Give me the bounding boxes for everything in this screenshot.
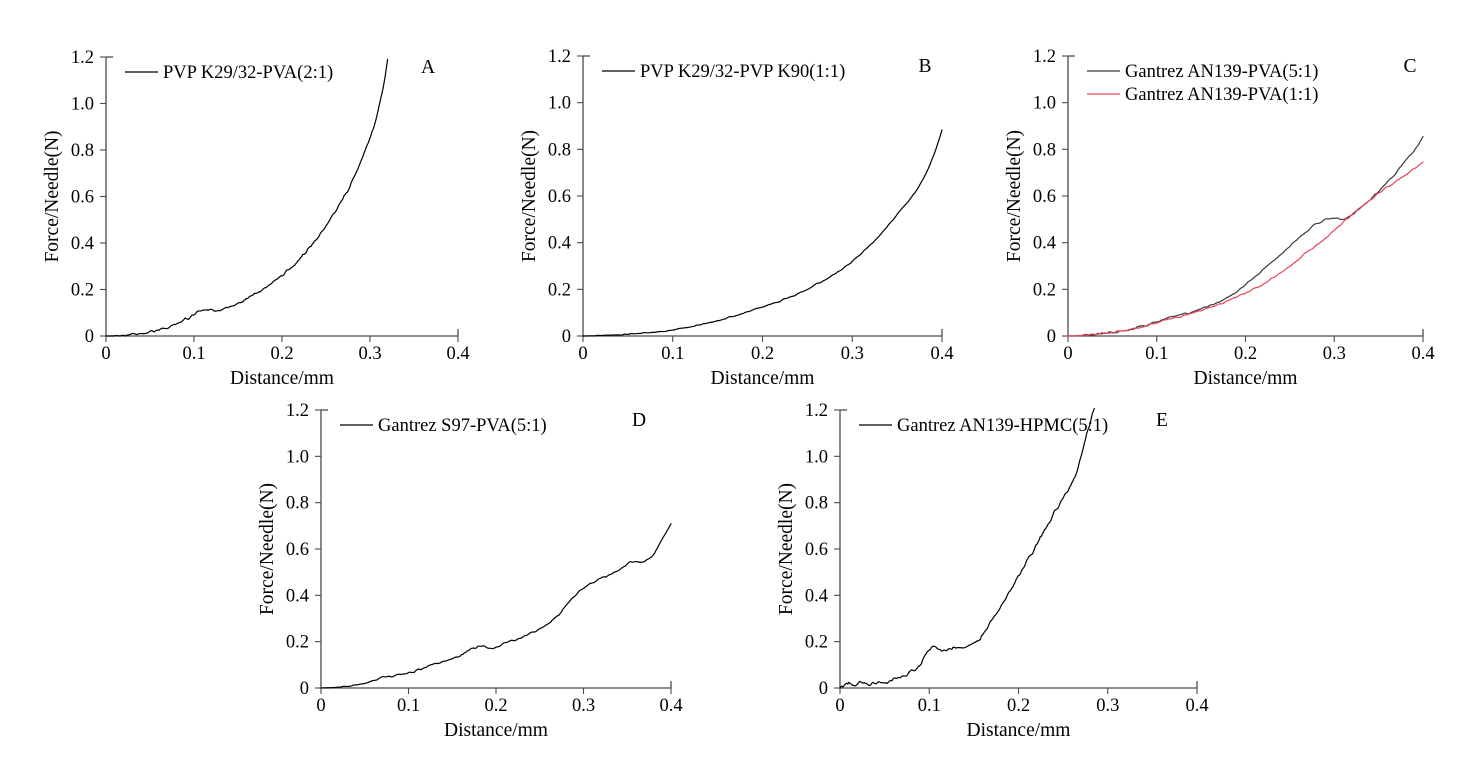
svg-text:1.2: 1.2 — [548, 47, 571, 67]
svg-text:Gantrez S97-PVA(5:1): Gantrez S97-PVA(5:1) — [378, 416, 547, 436]
svg-text:Force/Needle(N): Force/Needle(N) — [776, 483, 797, 615]
svg-text:0.8: 0.8 — [71, 141, 94, 161]
svg-text:Gantrez AN139-PVA(1:1): Gantrez AN139-PVA(1:1) — [1125, 85, 1318, 105]
svg-text:0.6: 0.6 — [805, 540, 828, 560]
svg-text:0.2: 0.2 — [484, 696, 507, 716]
svg-text:1.0: 1.0 — [286, 447, 309, 467]
svg-text:E: E — [1156, 410, 1168, 431]
svg-text:A: A — [421, 57, 435, 78]
svg-text:0.2: 0.2 — [71, 281, 94, 301]
svg-text:Force/Needle(N): Force/Needle(N) — [257, 483, 278, 615]
svg-text:0.8: 0.8 — [548, 140, 571, 160]
svg-text:0.1: 0.1 — [661, 344, 684, 364]
svg-text:0.6: 0.6 — [71, 188, 94, 208]
svg-text:0.3: 0.3 — [1323, 344, 1346, 364]
svg-text:0.2: 0.2 — [548, 280, 571, 300]
svg-text:0.1: 0.1 — [1145, 344, 1168, 364]
svg-text:Force/Needle(N): Force/Needle(N) — [519, 130, 540, 262]
svg-text:0.3: 0.3 — [1096, 696, 1119, 716]
svg-text:0: 0 — [300, 679, 309, 699]
svg-text:0.1: 0.1 — [397, 696, 420, 716]
svg-text:0.2: 0.2 — [270, 344, 293, 364]
svg-text:Force/Needle(N): Force/Needle(N) — [42, 130, 63, 262]
svg-text:0.4: 0.4 — [659, 696, 682, 716]
svg-text:Distance/mm: Distance/mm — [711, 368, 815, 389]
svg-text:0.2: 0.2 — [1007, 696, 1030, 716]
svg-text:1.0: 1.0 — [1033, 94, 1056, 114]
svg-text:0.4: 0.4 — [1185, 696, 1208, 716]
svg-text:0.4: 0.4 — [805, 586, 828, 606]
svg-text:0.1: 0.1 — [182, 344, 205, 364]
svg-text:PVP K29/32-PVA(2:1): PVP K29/32-PVA(2:1) — [163, 63, 333, 83]
svg-text:0.2: 0.2 — [1033, 280, 1056, 300]
svg-text:0: 0 — [578, 344, 587, 364]
svg-text:0.4: 0.4 — [930, 344, 953, 364]
svg-text:0.8: 0.8 — [805, 494, 828, 514]
svg-text:0.3: 0.3 — [358, 344, 381, 364]
svg-text:0.4: 0.4 — [1411, 344, 1434, 364]
svg-text:0.4: 0.4 — [446, 344, 469, 364]
svg-text:C: C — [1403, 56, 1416, 77]
svg-text:1.2: 1.2 — [1033, 47, 1056, 67]
svg-text:0: 0 — [1063, 344, 1072, 364]
svg-text:B: B — [918, 56, 931, 77]
svg-text:1.0: 1.0 — [548, 94, 571, 114]
svg-text:Distance/mm: Distance/mm — [230, 368, 334, 389]
svg-text:0.4: 0.4 — [1033, 234, 1056, 254]
svg-text:Distance/mm: Distance/mm — [1194, 368, 1298, 389]
svg-text:PVP K29/32-PVP K90(1:1): PVP K29/32-PVP K90(1:1) — [640, 62, 845, 82]
svg-text:1.2: 1.2 — [286, 401, 309, 421]
svg-text:Distance/mm: Distance/mm — [967, 720, 1071, 741]
svg-text:0: 0 — [316, 696, 325, 716]
svg-text:1.2: 1.2 — [71, 48, 94, 68]
svg-text:0.2: 0.2 — [805, 633, 828, 653]
svg-text:0.2: 0.2 — [286, 633, 309, 653]
svg-text:Distance/mm: Distance/mm — [444, 720, 548, 741]
svg-text:0.1: 0.1 — [918, 696, 941, 716]
svg-text:0: 0 — [562, 327, 571, 347]
svg-text:Gantrez AN139-HPMC(5:1): Gantrez AN139-HPMC(5:1) — [897, 416, 1108, 436]
svg-text:0: 0 — [1047, 327, 1056, 347]
svg-text:0.3: 0.3 — [841, 344, 864, 364]
svg-text:0.2: 0.2 — [1234, 344, 1257, 364]
svg-text:0: 0 — [819, 679, 828, 699]
svg-text:0: 0 — [85, 327, 94, 347]
svg-text:Force/Needle(N): Force/Needle(N) — [1004, 130, 1025, 262]
svg-text:0: 0 — [101, 344, 110, 364]
svg-text:1.2: 1.2 — [805, 401, 828, 421]
svg-text:0: 0 — [835, 696, 844, 716]
svg-text:0.4: 0.4 — [286, 586, 309, 606]
svg-text:0.3: 0.3 — [572, 696, 595, 716]
svg-text:D: D — [632, 410, 646, 431]
svg-text:0.6: 0.6 — [1033, 187, 1056, 207]
svg-text:0.2: 0.2 — [751, 344, 774, 364]
svg-text:0.4: 0.4 — [71, 234, 94, 254]
svg-text:0.8: 0.8 — [286, 494, 309, 514]
svg-text:1.0: 1.0 — [805, 447, 828, 467]
svg-text:0.6: 0.6 — [548, 187, 571, 207]
svg-text:1.0: 1.0 — [71, 95, 94, 115]
svg-text:0.4: 0.4 — [548, 234, 571, 254]
svg-text:Gantrez AN139-PVA(5:1): Gantrez AN139-PVA(5:1) — [1125, 62, 1318, 82]
svg-text:0.8: 0.8 — [1033, 140, 1056, 160]
svg-text:0.6: 0.6 — [286, 540, 309, 560]
